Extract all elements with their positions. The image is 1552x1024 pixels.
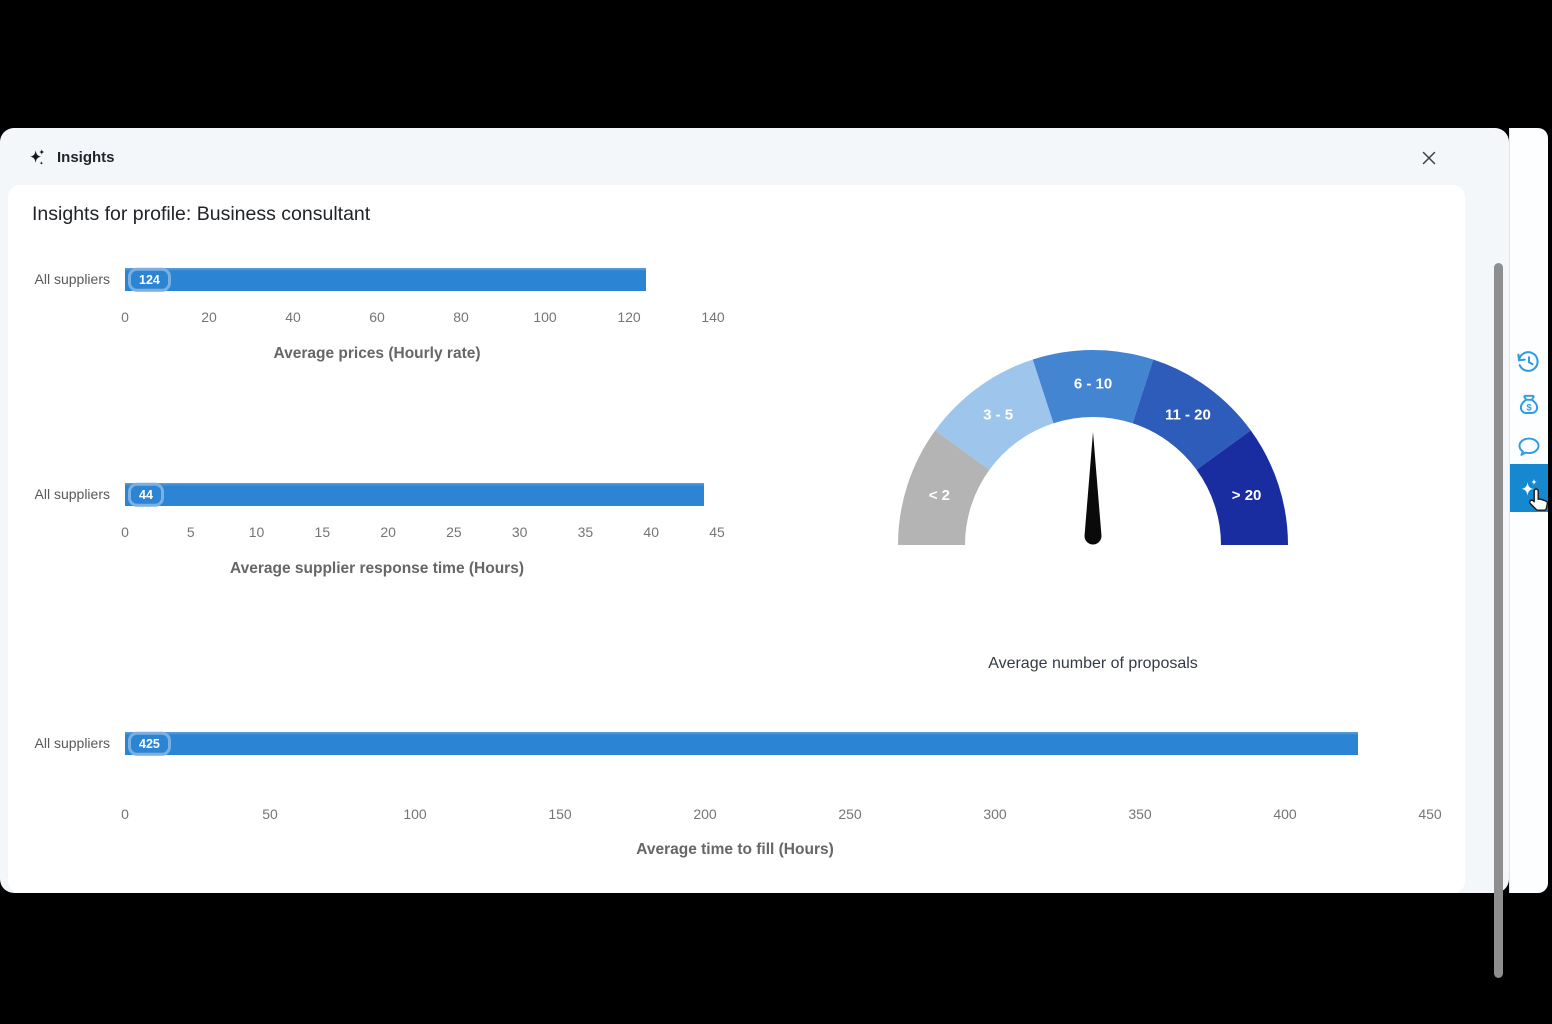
axis-tick-label: 0 — [121, 806, 129, 822]
axis-tick-label: 150 — [548, 806, 572, 822]
axis-tick-label: 140 — [701, 309, 725, 325]
sidebar-item-history[interactable] — [1510, 342, 1548, 382]
axis-tick-label: 250 — [838, 806, 862, 822]
bar-value-badge: 124 — [128, 267, 171, 292]
gauge-segment — [935, 359, 1054, 470]
axis-tick-label: 100 — [533, 309, 557, 325]
gauge-needle — [1084, 432, 1102, 545]
gauge-segment-label: > 20 — [1232, 487, 1262, 504]
gauge-title: Average number of proposals — [988, 655, 1198, 672]
gauge-segment — [1032, 350, 1154, 424]
axis-tick-label: 40 — [285, 309, 301, 325]
axis-tick-label: 20 — [380, 524, 396, 540]
insights-sparkle-icon — [30, 149, 45, 165]
axis-tick-label: 45 — [709, 524, 725, 540]
bar-1: 124 — [125, 267, 646, 292]
panel-header: Insights — [0, 128, 1509, 185]
sidebar-item-chat[interactable] — [1510, 427, 1548, 467]
bar-category-label: All suppliers — [34, 271, 110, 287]
bar-3: 425 — [125, 731, 1358, 756]
svg-text:$: $ — [1526, 402, 1531, 412]
gauge-segment — [1196, 430, 1288, 545]
icon-rail: $ — [1509, 128, 1548, 893]
bar-chart-title: Average prices (Hourly rate) — [273, 345, 481, 362]
axis-tick-label: 25 — [446, 524, 462, 540]
axis-tick-label: 35 — [577, 524, 594, 540]
bar-chart-title: Average supplier response time (Hours) — [229, 560, 525, 577]
sidebar-item-insights[interactable] — [1510, 464, 1548, 512]
page-title: Insights for profile: Business consultan… — [32, 203, 371, 225]
axis-tick-label: 80 — [453, 309, 469, 325]
axis-tick-label: 50 — [262, 806, 278, 822]
axis-tick-label: 300 — [983, 806, 1007, 822]
gauge-chart-average-proposals: < 2 3 - 5 6 - 10 11 - 20 > 20 — [898, 350, 1288, 545]
history-icon — [1517, 351, 1539, 372]
axis-tick-label: 400 — [1273, 806, 1297, 822]
axis-tick-label: 15 — [314, 524, 331, 540]
axis-tick-label: 0 — [121, 309, 129, 325]
bar-2: 44 — [125, 482, 704, 507]
axis-tick-label: 30 — [511, 524, 528, 540]
insights-card: Insights for profile: Business consultan… — [8, 185, 1465, 893]
axis-tick-label: 350 — [1128, 806, 1152, 822]
axis-tick-label: 60 — [369, 309, 385, 325]
sidebar-item-earnings[interactable]: $ — [1510, 385, 1548, 425]
gauge-segment — [1132, 359, 1251, 470]
bar-category-label: All suppliers — [34, 486, 110, 502]
bar-value-badge: 44 — [128, 482, 164, 507]
axis-tick-label: 40 — [643, 524, 660, 540]
panel-title: Insights — [57, 149, 115, 166]
gauge-segment-label: 11 - 20 — [1165, 406, 1211, 423]
insights-panel: Insights Insights for profile: Business … — [0, 128, 1509, 978]
axis-tick-label: 200 — [693, 806, 717, 822]
axis-tick-label: 10 — [248, 524, 265, 540]
close-button[interactable] — [1417, 146, 1441, 170]
vertical-scrollbar-thumb[interactable] — [1494, 263, 1503, 978]
axis-tick-label: 120 — [617, 309, 641, 325]
close-icon — [1422, 151, 1436, 165]
bar-category-label: All suppliers — [34, 735, 110, 751]
gauge-segment-label: < 2 — [929, 487, 950, 504]
money-bag-icon: $ — [1519, 394, 1539, 414]
axis-tick-label: 0 — [121, 524, 129, 540]
bar-value-badge: 425 — [128, 731, 171, 756]
gauge-segment — [898, 430, 990, 545]
axis-tick-label: 100 — [403, 806, 427, 822]
gauge-segment-label: 3 - 5 — [983, 406, 1013, 423]
chat-bubble-icon — [1518, 437, 1540, 456]
gauge-segment-label: 6 - 10 — [1074, 376, 1112, 393]
axis-tick-label: 450 — [1418, 806, 1442, 822]
axis-tick-label: 5 — [186, 524, 195, 540]
sparkle-icon — [1521, 478, 1537, 496]
bar-chart-title: Average time to fill (Hours) — [636, 841, 834, 858]
axis-tick-label: 20 — [201, 309, 217, 325]
